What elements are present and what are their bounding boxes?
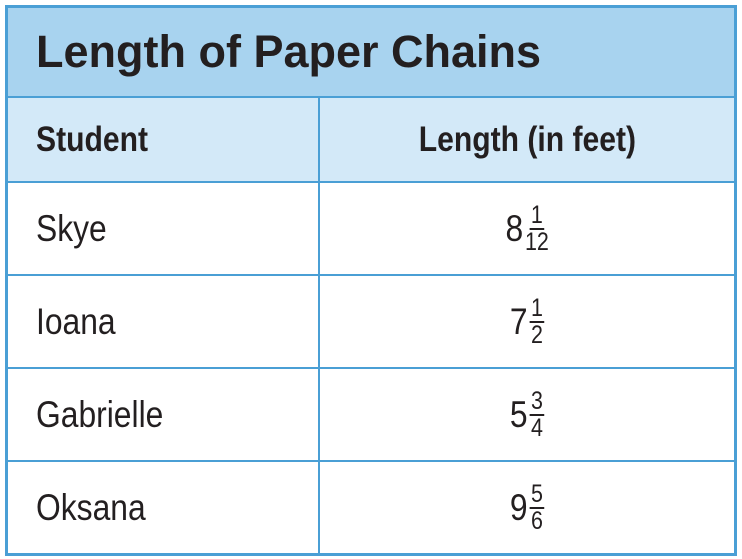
student-cell: Gabrielle: [5, 367, 320, 462]
whole-part: 7: [509, 300, 528, 342]
length-cell: 8 1 12: [318, 181, 737, 276]
table-row: Ioana 7 1 2: [5, 274, 737, 369]
student-cell: Skye: [5, 181, 320, 276]
numerator: 1: [529, 200, 545, 230]
student-name: Oksana: [36, 486, 146, 528]
denominator: 6: [530, 506, 543, 535]
student-cell: Ioana: [5, 274, 320, 369]
denominator: 12: [524, 227, 549, 256]
denominator: 2: [530, 320, 543, 349]
header-text: Student: [36, 119, 149, 159]
whole-part: 9: [509, 486, 528, 528]
numerator: 5: [529, 479, 545, 509]
table-row: Oksana 9 5 6: [5, 460, 737, 556]
student-name: Skye: [36, 207, 107, 249]
table-title: Length of Paper Chains: [5, 5, 737, 98]
student-name: Ioana: [36, 300, 116, 342]
mixed-number: 8 1 12: [505, 200, 549, 256]
table-body: Skye 8 1 12 Ioana 7 1 2 Gabrielle 5 3 4 Oksana 9 5 6: [5, 181, 737, 556]
table-row: Skye 8 1 12: [5, 181, 737, 276]
header-text: Length (in feet): [418, 119, 636, 159]
whole-part: 5: [509, 393, 528, 435]
column-header: Student: [5, 96, 320, 183]
fraction: 1 12: [524, 200, 549, 256]
whole-part: 8: [505, 207, 524, 249]
column-header: Length (in feet): [318, 96, 737, 183]
student-name: Gabrielle: [36, 393, 164, 435]
student-cell: Oksana: [5, 460, 320, 556]
data-table: Length of Paper Chains Student Length (i…: [5, 5, 737, 556]
table-row: Gabrielle 5 3 4: [5, 367, 737, 462]
numerator: 3: [529, 386, 545, 416]
denominator: 4: [530, 413, 543, 442]
numerator: 1: [529, 293, 545, 323]
